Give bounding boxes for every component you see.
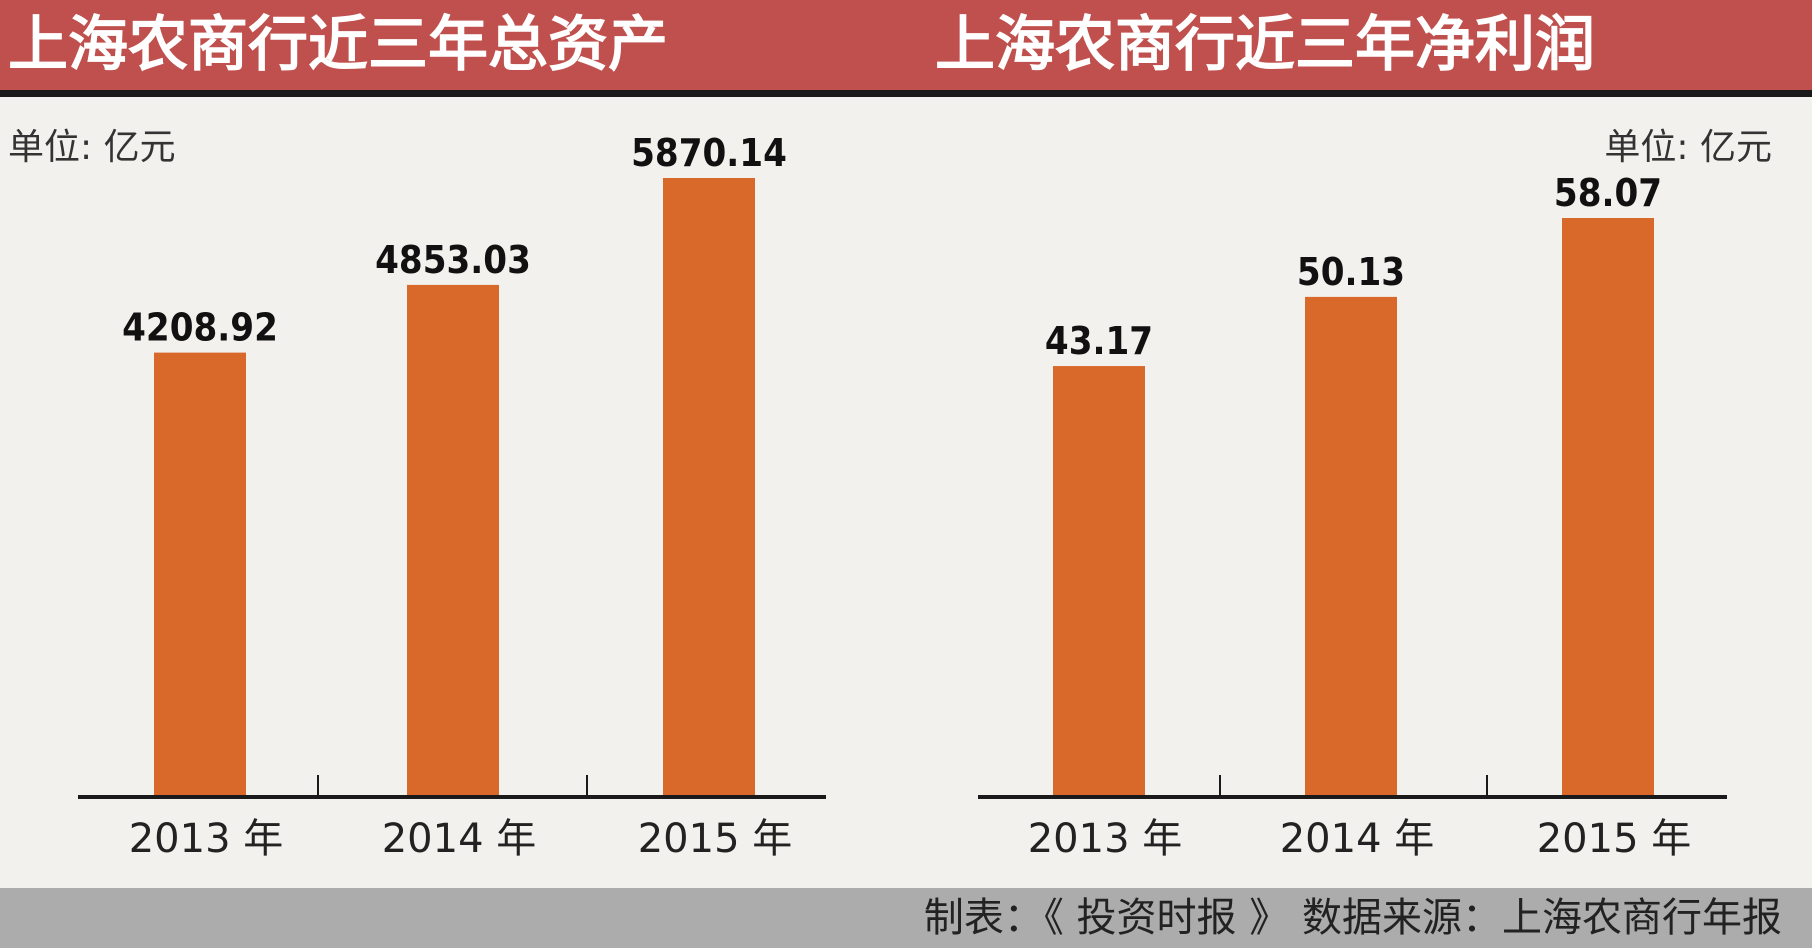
right-unit-label: 单位: 亿元: [1604, 127, 1772, 168]
assets-x-tick-label-2: 2014 年: [382, 816, 537, 862]
profit-x-tick-label-2: 2014 年: [1280, 816, 1435, 862]
profit-x-tick-label-3: 2015 年: [1537, 816, 1692, 862]
profit-bar-3: [1562, 218, 1654, 795]
profit-x-tick-label-1: 2013 年: [1028, 816, 1183, 862]
assets-data-label-1: 4208.92: [122, 306, 278, 350]
profit-data-label-3: 58.07: [1554, 171, 1662, 215]
title-divider: [0, 90, 1812, 97]
profit-bar-2: [1305, 296, 1397, 795]
profit-data-label-2: 50.13: [1297, 250, 1405, 294]
assets-x-tick-label-3: 2015 年: [638, 816, 793, 862]
assets-bar-2: [407, 284, 499, 795]
left-chart-title: 上海农商行近三年总资产: [8, 10, 668, 80]
assets-data-label-3: 5870.14: [631, 131, 787, 175]
title-bar: [0, 0, 1812, 90]
assets-bar-1: [154, 352, 246, 795]
assets-x-tick-label-1: 2013 年: [129, 816, 284, 862]
assets-bar-3: [663, 178, 755, 795]
profit-bar-1: [1053, 366, 1145, 795]
footer-source-text: 制表：《 投资时报 》 数据来源：上海农商行年报: [923, 895, 1782, 941]
bar-charts: 4208.92 2013 年 4853.03 2014 年 5870.14 2015 年 4…: [78, 131, 1727, 862]
right-chart-title: 上海农商行近三年净利润: [935, 10, 1595, 80]
footer-bar: [0, 888, 1812, 948]
assets-data-label-2: 4853.03: [375, 238, 531, 282]
left-unit-label: 单位: 亿元: [8, 127, 176, 168]
profit-data-label-1: 43.17: [1045, 319, 1153, 363]
